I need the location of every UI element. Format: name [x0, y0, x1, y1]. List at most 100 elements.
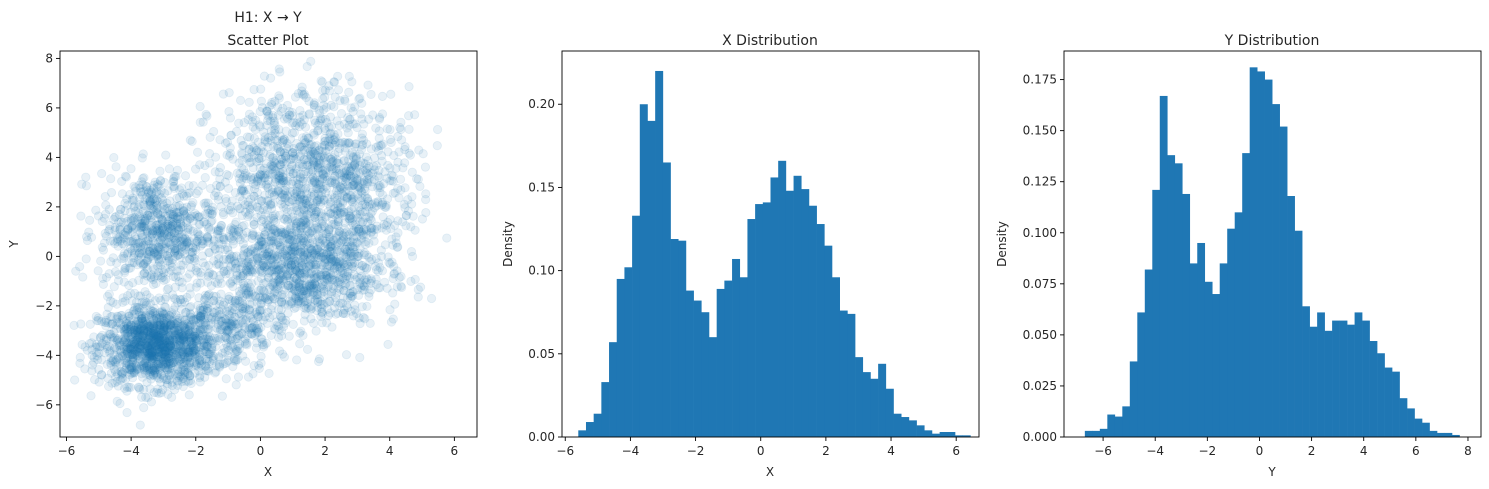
scatter-point	[135, 330, 145, 340]
scatter-point	[135, 336, 145, 346]
scatter-point	[146, 358, 156, 368]
x-distribution-x-tick-label: −4	[622, 444, 640, 458]
scatter-point	[185, 135, 195, 145]
scatter-point	[180, 315, 190, 325]
scatter-point	[183, 352, 193, 362]
scatter-point	[108, 297, 118, 308]
scatter-point	[125, 365, 135, 375]
scatter-point	[256, 358, 266, 368]
scatter-point	[355, 243, 365, 254]
x-distribution-bar	[578, 430, 587, 437]
scatter-point	[184, 360, 195, 370]
scatter-point	[127, 350, 137, 360]
scatter-point	[98, 279, 108, 289]
x-distribution-bar	[624, 267, 633, 437]
scatter-point	[275, 280, 286, 291]
scatter-point	[125, 325, 135, 335]
x-distribution-bar	[585, 422, 594, 437]
scatter-point	[201, 109, 211, 120]
scatter-point	[154, 374, 165, 384]
scatter-point	[87, 360, 98, 370]
scatter-point	[172, 201, 183, 212]
scatter-point	[228, 224, 239, 234]
scatter-point	[282, 251, 292, 261]
scatter-point	[139, 320, 149, 330]
scatter-point	[323, 193, 333, 204]
scatter-point	[97, 168, 107, 179]
scatter-point	[162, 198, 172, 208]
scatter-point	[92, 316, 102, 326]
scatter-point	[125, 337, 135, 347]
scatter-point	[69, 320, 79, 331]
scatter-point	[282, 226, 292, 236]
scatter-point	[155, 344, 165, 354]
scatter-point	[144, 362, 154, 372]
scatter-point	[147, 323, 157, 333]
y-distribution-x-tick-label: 4	[1360, 444, 1368, 458]
x-distribution-bar	[685, 290, 694, 437]
x-distribution-x-tick-label: 6	[952, 444, 960, 458]
scatter-point	[320, 114, 331, 124]
scatter-point	[128, 352, 138, 362]
scatter-point	[181, 344, 191, 354]
scatter-y-tick-label: 2	[45, 200, 53, 214]
scatter-point	[377, 91, 388, 101]
scatter-point	[310, 175, 320, 185]
scatter-point	[127, 340, 137, 350]
scatter-point	[138, 360, 149, 370]
x-distribution-bar	[639, 104, 648, 437]
scatter-point	[147, 350, 157, 361]
scatter-point	[126, 325, 136, 335]
scatter-point	[171, 310, 181, 320]
scatter-point	[299, 268, 309, 278]
scatter-point	[185, 225, 195, 235]
scatter-point	[129, 368, 139, 378]
x-distribution-bar	[662, 162, 671, 438]
scatter-point	[154, 363, 164, 373]
scatter-point	[156, 327, 167, 338]
y-distribution-bar	[1414, 418, 1423, 437]
scatter-point	[71, 266, 81, 276]
scatter-y-axis-label: Y	[7, 240, 21, 249]
scatter-point	[355, 160, 365, 171]
scatter-point	[262, 137, 272, 147]
y-distribution-y-tick-label: 0.025	[1023, 379, 1057, 393]
scatter-point	[188, 243, 198, 253]
x-distribution-bar	[678, 240, 687, 437]
scatter-point	[225, 279, 235, 289]
scatter-point	[382, 283, 392, 293]
scatter-point	[135, 364, 145, 374]
scatter-point	[131, 186, 141, 196]
scatter-point	[70, 375, 80, 385]
scatter-point	[184, 345, 194, 355]
scatter-point	[102, 343, 112, 354]
scatter-point	[101, 333, 112, 343]
scatter-point	[189, 346, 199, 356]
scatter-point	[110, 343, 120, 353]
scatter-point	[164, 237, 174, 247]
scatter-point	[177, 354, 187, 364]
scatter-point	[154, 313, 165, 323]
scatter-point	[136, 311, 146, 321]
scatter-point	[260, 242, 271, 252]
scatter-point	[263, 115, 273, 126]
scatter-point	[177, 364, 187, 375]
scatter-point	[295, 142, 305, 152]
scatter-point	[373, 258, 384, 268]
scatter-point	[122, 382, 132, 392]
scatter-point	[126, 320, 136, 330]
x-distribution-bar	[916, 425, 925, 437]
scatter-point	[148, 365, 158, 375]
scatter-point	[110, 267, 121, 277]
scatter-point	[146, 310, 157, 320]
y-distribution-y-axis-label: Density	[995, 221, 1009, 267]
scatter-point	[200, 320, 211, 330]
scatter-point	[179, 332, 189, 342]
scatter-point	[133, 329, 143, 339]
y-distribution-x-tick-label: −2	[1198, 444, 1216, 458]
scatter-point	[355, 352, 365, 363]
scatter-point	[171, 323, 181, 333]
scatter-point	[164, 348, 174, 358]
scatter-point	[234, 158, 244, 168]
scatter-point	[161, 375, 171, 385]
